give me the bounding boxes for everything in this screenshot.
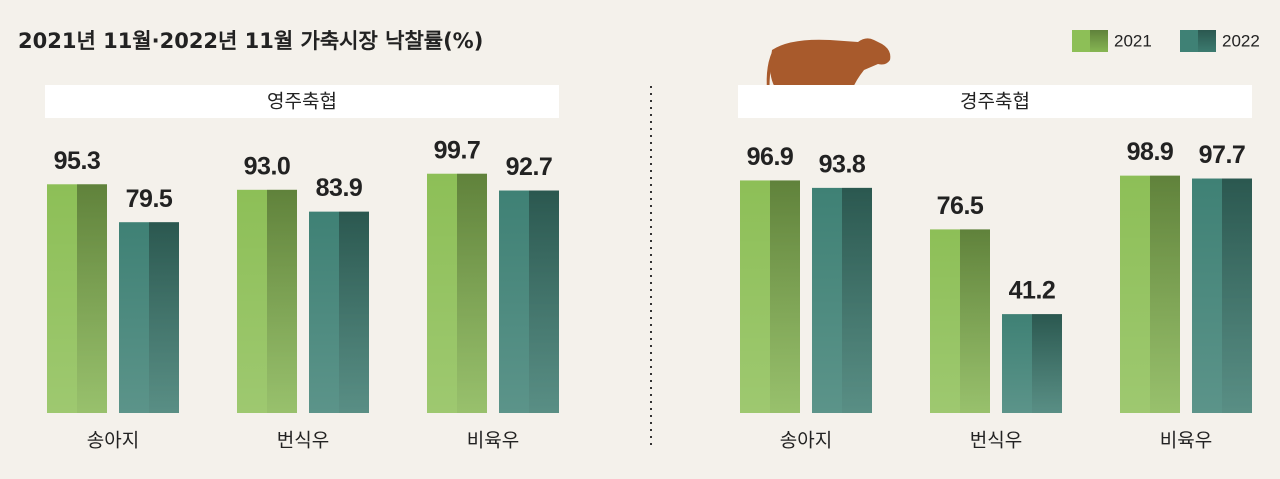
x-tick-label: 송아지: [87, 430, 139, 452]
bar-fade: [237, 189, 297, 413]
bar-fade: [427, 173, 487, 413]
x-tick-label: 비육우: [467, 430, 519, 452]
value-label: 95.3: [54, 147, 101, 175]
bar-fade: [1120, 175, 1180, 413]
bar-fade: [930, 229, 990, 413]
value-label: 97.7: [1199, 141, 1246, 169]
panel-title: 영주축협: [267, 91, 337, 113]
legend-swatch-shade: [1198, 30, 1216, 52]
bar-fade: [119, 222, 179, 413]
panel-header: [45, 85, 559, 118]
value-label: 93.8: [819, 150, 866, 178]
value-label: 41.2: [1009, 277, 1056, 305]
legend-swatch-shade: [1090, 30, 1108, 52]
x-tick-label: 비육우: [1160, 430, 1212, 452]
bar-fade: [309, 211, 369, 413]
bar-fade: [1192, 178, 1252, 413]
panel-title: 경주축협: [960, 91, 1030, 113]
value-label: 92.7: [506, 153, 553, 181]
bar-fade: [47, 184, 107, 413]
x-tick-label: 송아지: [780, 430, 832, 452]
value-label: 79.5: [126, 185, 173, 213]
legend-label: 2021: [1114, 31, 1152, 50]
bar-fade: [740, 180, 800, 413]
x-tick-label: 번식우: [277, 430, 329, 452]
value-label: 98.9: [1127, 138, 1174, 166]
bar-fade: [812, 187, 872, 413]
chart-title: 2021년 11월·2022년 11월 가축시장 낙찰률(%): [18, 29, 483, 53]
panel-header: [738, 85, 1252, 118]
bar-fade: [1002, 314, 1062, 413]
value-label: 96.9: [747, 143, 794, 171]
value-label: 76.5: [937, 192, 984, 220]
value-label: 83.9: [316, 174, 363, 202]
value-label: 93.0: [244, 152, 291, 180]
bar-fade: [499, 190, 559, 413]
value-label: 99.7: [434, 136, 481, 164]
legend-label: 2022: [1222, 31, 1260, 50]
x-tick-label: 번식우: [970, 430, 1022, 452]
